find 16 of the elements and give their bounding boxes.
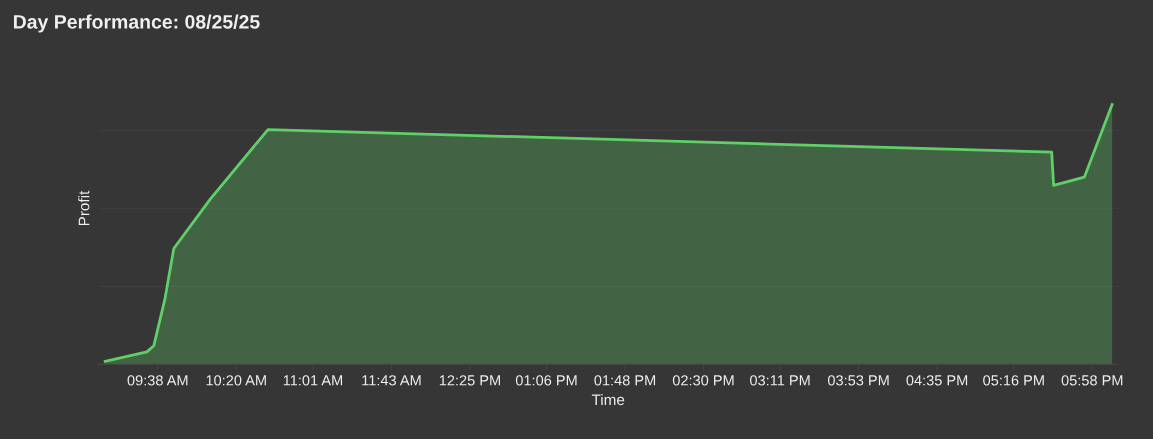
- x-tick-label: 09:38 AM: [127, 375, 188, 386]
- x-tick-label: 05:58 PM: [1061, 375, 1123, 386]
- x-tick-label: 04:35 PM: [906, 375, 968, 386]
- x-tick-label: 01:48 PM: [594, 375, 656, 386]
- x-tick-label: 02:30 PM: [672, 375, 734, 386]
- chart-title: Day Performance: 08/25/25: [13, 14, 260, 33]
- x-tick-label: 03:53 PM: [827, 375, 889, 386]
- x-axis-title: Time: [591, 393, 625, 406]
- x-tick-label: 01:06 PM: [515, 375, 577, 386]
- y-axis-title: Profit: [78, 190, 90, 226]
- x-tick-label: 03:11 PM: [750, 375, 810, 386]
- x-tick-label: 11:01 AM: [283, 375, 343, 386]
- x-tick-label: 10:20 AM: [206, 375, 266, 386]
- x-tick-label: 11:43 AM: [362, 375, 421, 386]
- x-tick-label: 05:16 PM: [983, 375, 1044, 386]
- x-tick-label: 12:25 PM: [439, 375, 500, 386]
